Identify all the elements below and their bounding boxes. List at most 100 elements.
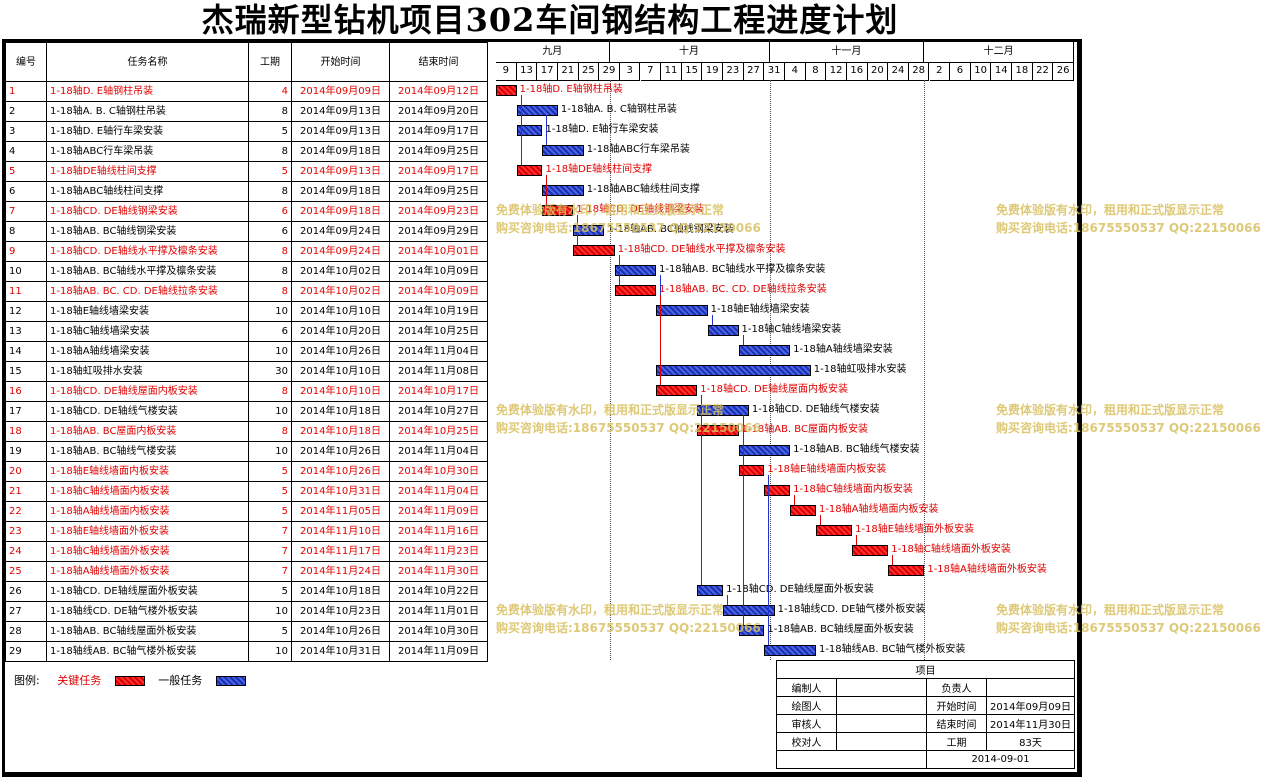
normal-task-bar[interactable] — [655, 305, 708, 316]
info-date: 2014-09-01 — [926, 750, 1075, 769]
table-row: 20 1-18轴E轴线墙面内板安装 5 2014年10月26日 2014年10月30日 — [5, 461, 488, 482]
task-start: 2014年10月10日 — [291, 301, 390, 322]
normal-task-bar[interactable] — [738, 625, 765, 636]
normal-task-bar[interactable] — [516, 105, 558, 116]
task-no: 9 — [5, 241, 47, 262]
task-end: 2014年10月01日 — [389, 241, 488, 262]
normal-task-bar[interactable] — [542, 145, 584, 156]
task-end: 2014年09月23日 — [389, 201, 488, 222]
watermark-text: 购买咨询电话:18675550537 QQ:22150066 — [496, 421, 761, 435]
task-end: 2014年11月09日 — [389, 641, 488, 662]
task-end: 2014年09月17日 — [389, 121, 488, 142]
normal-task-bar[interactable] — [764, 645, 816, 656]
normal-task-bar[interactable] — [697, 585, 724, 596]
normal-task-bar[interactable] — [614, 265, 656, 276]
task-name: 1-18轴A. B. C轴钢柱吊装 — [46, 101, 249, 122]
bar-label: 1-18轴AB. BC轴线水平撑及檩条安装 — [658, 264, 826, 275]
table-row: 29 1-18轴线AB. BC轴气楼外板安装 10 2014年10月31日 2014年1… — [5, 641, 488, 662]
task-no: 2 — [5, 101, 47, 122]
task-start: 2014年10月20日 — [291, 321, 390, 342]
dependency-link — [711, 315, 713, 325]
key-task-bar[interactable] — [542, 205, 574, 216]
task-no: 12 — [5, 301, 47, 322]
info-end-value: 2014年11月30日 — [986, 714, 1075, 733]
task-end: 2014年09月25日 — [389, 181, 488, 202]
day-header: 15 — [681, 62, 703, 81]
normal-task-bar[interactable] — [655, 365, 811, 376]
normal-task-bar[interactable] — [707, 325, 739, 336]
task-end: 2014年11月23日 — [389, 541, 488, 562]
task-no: 25 — [5, 561, 47, 582]
task-name: 1-18轴线AB. BC轴气楼外板安装 — [46, 641, 249, 662]
info-drawer-value — [836, 696, 927, 715]
task-duration: 8 — [248, 181, 292, 202]
task-name: 1-18轴A轴线墙面内板安装 — [46, 501, 249, 522]
info-compiler-label: 编制人 — [776, 678, 837, 697]
normal-task-bar[interactable] — [738, 345, 791, 356]
bar-label: 1-18轴CD. DE轴线钢梁安装 — [576, 204, 705, 215]
normal-task-bar[interactable] — [542, 185, 584, 196]
table-row: 11 1-18轴AB. BC. CD. DE轴线拉条安装 8 2014年10月02日 2… — [5, 281, 488, 302]
key-task-bar[interactable] — [738, 465, 765, 476]
header-name: 任务名称 — [46, 42, 249, 82]
bar-label: 1-18轴A轴线墙面外板安装 — [927, 564, 1047, 575]
day-header: 24 — [888, 62, 909, 81]
key-task-bar[interactable] — [496, 85, 517, 96]
task-duration: 7 — [248, 561, 292, 582]
task-no: 5 — [5, 161, 47, 182]
bar-label: 1-18轴DE轴线柱间支撑 — [545, 164, 653, 175]
legend-key-label: 关键任务 — [57, 674, 102, 687]
task-no: 6 — [5, 181, 47, 202]
task-name: 1-18轴ABC行车梁吊装 — [46, 141, 249, 162]
table-row: 13 1-18轴C轴线墙梁安装 6 2014年10月20日 2014年10月25日 — [5, 321, 488, 342]
bar-label: 1-18轴C轴线墙面外板安装 — [891, 544, 1011, 555]
dependency-link — [546, 175, 548, 205]
task-name: 1-18轴AB. BC轴线气楼安装 — [46, 441, 249, 462]
info-blank — [776, 750, 927, 769]
task-duration: 30 — [248, 361, 292, 382]
key-task-bar[interactable] — [655, 385, 698, 396]
task-end: 2014年10月27日 — [389, 401, 488, 422]
task-end: 2014年10月17日 — [389, 381, 488, 402]
key-task-bar[interactable] — [815, 525, 853, 536]
task-rows: 1 1-18轴D. E轴钢柱吊装 4 2014年09月09日 2014年09月12日 2 1… — [5, 81, 488, 662]
dependency-link — [659, 295, 661, 385]
table-row: 14 1-18轴A轴线墙梁安装 10 2014年10月26日 2014年11月04日 — [5, 341, 488, 362]
task-no: 20 — [5, 461, 47, 482]
key-task-bar[interactable] — [888, 565, 925, 576]
normal-task-bar[interactable] — [697, 405, 749, 416]
task-name: 1-18轴D. E轴行车梁安装 — [46, 121, 249, 142]
day-header: 12 — [826, 62, 847, 81]
bar-label: 1-18轴A. B. C轴钢柱吊装 — [560, 104, 677, 115]
legend-label: 图例: — [14, 674, 40, 687]
normal-task-bar[interactable] — [738, 445, 791, 456]
task-duration: 6 — [248, 201, 292, 222]
normal-task-bar[interactable] — [516, 125, 543, 136]
day-header: 29 — [599, 62, 620, 81]
key-task-bar[interactable] — [764, 485, 791, 496]
watermark-text: 免费体验版有水印，租用和正式版显示正常 — [996, 403, 1225, 417]
bar-label: 1-18轴AB. BC轴线屋面外板安装 — [767, 624, 914, 635]
task-duration: 7 — [248, 521, 292, 542]
bar-label: 1-18轴E轴线墙梁安装 — [710, 304, 810, 315]
key-task-bar[interactable] — [516, 165, 543, 176]
task-no: 28 — [5, 621, 47, 642]
table-row: 21 1-18轴C轴线墙面内板安装 5 2014年10月31日 2014年11月04日 — [5, 481, 488, 502]
key-task-bar[interactable] — [697, 425, 739, 436]
info-checker-label: 审核人 — [776, 714, 837, 733]
key-task-bar[interactable] — [852, 545, 889, 556]
task-name: 1-18轴C轴线墙面内板安装 — [46, 481, 249, 502]
table-row: 2 1-18轴A. B. C轴钢柱吊装 8 2014年09月13日 2014年09月20… — [5, 101, 488, 122]
normal-task-bar[interactable] — [573, 225, 605, 236]
task-duration: 8 — [248, 241, 292, 262]
bar-label: 1-18轴ABC行车梁吊装 — [586, 144, 690, 155]
normal-task-bar[interactable] — [723, 605, 775, 616]
key-task-bar[interactable] — [790, 505, 816, 516]
day-header: 31 — [764, 62, 785, 81]
key-task-bar[interactable] — [573, 245, 615, 256]
bar-label: 1-18轴ABC轴线柱间支撑 — [586, 184, 700, 195]
day-header: 26 — [1053, 62, 1074, 81]
day-header: 7 — [640, 62, 662, 81]
key-task-bar[interactable] — [614, 285, 656, 296]
month-divider — [609, 80, 611, 660]
